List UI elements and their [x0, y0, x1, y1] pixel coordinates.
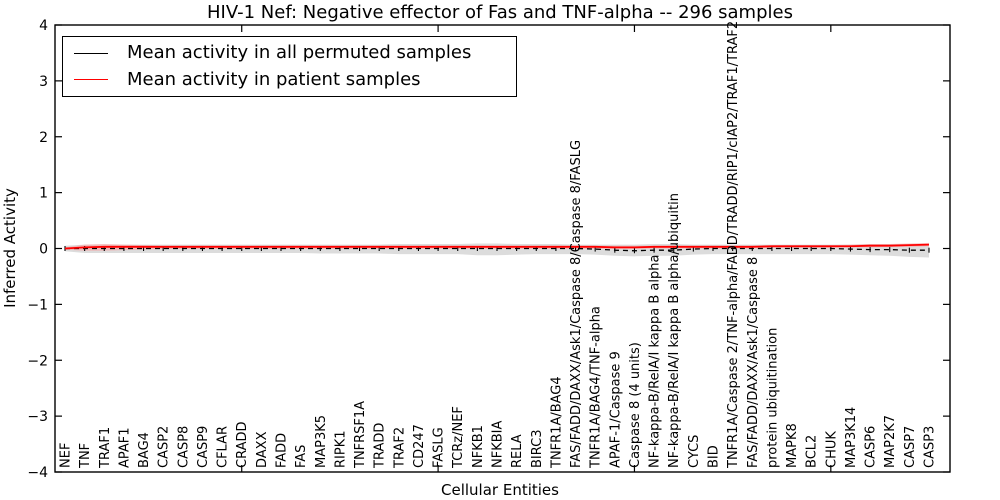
- legend-label-patient: Mean activity in patient samples: [127, 69, 421, 90]
- patient-mean-line: [64, 243, 930, 250]
- y-tick-label: 4: [39, 18, 48, 34]
- x-category-label: FAS/FADD/DAXX/Ask1/Caspase 8: [746, 257, 761, 468]
- x-category-label: CYCS: [687, 435, 702, 468]
- y-tick-label: −2: [27, 353, 48, 369]
- x-category-label: TCRz/NEF: [451, 406, 466, 469]
- x-category-label: APAF-1/Caspase 9: [608, 351, 623, 468]
- y-tick-label: 2: [39, 130, 48, 146]
- x-category-label: CASP7: [903, 426, 918, 468]
- x-category-label: CFLAR: [216, 426, 231, 468]
- x-category-label: NEF: [59, 443, 74, 468]
- x-category-label: NFKB1: [471, 425, 486, 468]
- x-category-label: FADD: [275, 433, 290, 468]
- legend: Mean activity in all permuted samples Me…: [62, 36, 517, 97]
- x-category-label: MAP3K5: [314, 415, 329, 468]
- chart-title: HIV-1 Nef: Negative effector of Fas and …: [207, 2, 793, 23]
- legend-item-patient: Mean activity in patient samples: [74, 70, 516, 90]
- x-category-label: TNFR1A/BAG4/TNF-alpha: [589, 306, 604, 469]
- y-axis-label: Inferred Activity: [1, 188, 19, 308]
- x-category-label: TNFR1A/Caspase 2/TNF-alpha/FADD/TRADD/RI…: [726, 21, 741, 469]
- x-category-label: CASP9: [196, 426, 211, 468]
- x-category-label: FAS/FADD/DAXX/Ask1/Caspase 8/Caspase 8/F…: [569, 140, 584, 468]
- legend-line-patient: [74, 79, 108, 81]
- legend-label-permuted: Mean activity in all permuted samples: [127, 42, 472, 64]
- x-category-label: RELA: [510, 434, 525, 468]
- x-category-label: TRADD: [373, 423, 388, 469]
- x-category-label: APAF1: [117, 427, 132, 468]
- x-category-label: MAP3K14: [844, 407, 859, 468]
- x-category-label: MAPK8: [785, 423, 800, 468]
- x-category-label: TNFR1A/BAG4: [549, 376, 564, 469]
- y-tick-label: −1: [27, 297, 48, 313]
- x-category-label: TRAF1: [98, 427, 113, 469]
- y-tick-label: 1: [39, 186, 48, 202]
- x-category-label: CASP6: [864, 426, 879, 468]
- x-category-label: CHUK: [824, 431, 839, 468]
- x-category-label: BCL2: [805, 435, 820, 468]
- y-tick-label: 0: [39, 242, 48, 258]
- x-category-label: CASP3: [923, 426, 938, 468]
- x-category-label: CASP2: [157, 426, 172, 468]
- x-category-label: BID: [707, 445, 722, 468]
- x-category-label: TRAF2: [392, 427, 407, 469]
- x-category-label: NF-kappa-B/RelA/I kappa B alpha/ubiquiti…: [667, 193, 682, 468]
- x-category-label: DAXX: [255, 431, 270, 468]
- y-tick-label: −4: [27, 465, 48, 481]
- x-category-label: protein ubiquitination: [765, 328, 780, 468]
- y-tick-label: 3: [39, 74, 48, 90]
- x-category-label: CASP8: [176, 426, 191, 468]
- x-category-label: MAP2K7: [883, 415, 898, 468]
- legend-item-permuted: Mean activity in all permuted samples: [74, 43, 516, 63]
- x-axis-label: Cellular Entities: [441, 481, 559, 499]
- x-category-label: CRADD: [235, 422, 250, 469]
- x-category-label: FASLG: [432, 427, 447, 468]
- x-category-label: BAG4: [137, 432, 152, 468]
- x-category-label: RIPK1: [333, 430, 348, 468]
- x-category-label: BIRC3: [530, 430, 545, 469]
- x-category-label: NFKBIA: [491, 421, 506, 468]
- x-category-label: NF-kappa-B/RelA/I kappa B alpha: [648, 255, 663, 468]
- x-category-label: Caspase 8 (4 units): [628, 342, 643, 468]
- x-category-label: CD247: [412, 424, 427, 468]
- legend-line-permuted: [74, 52, 108, 54]
- x-category-label: FAS: [294, 445, 309, 468]
- x-category-label: TNFRSF1A: [353, 401, 368, 469]
- y-tick-label: −3: [27, 409, 48, 425]
- x-category-label: TNF: [78, 443, 93, 469]
